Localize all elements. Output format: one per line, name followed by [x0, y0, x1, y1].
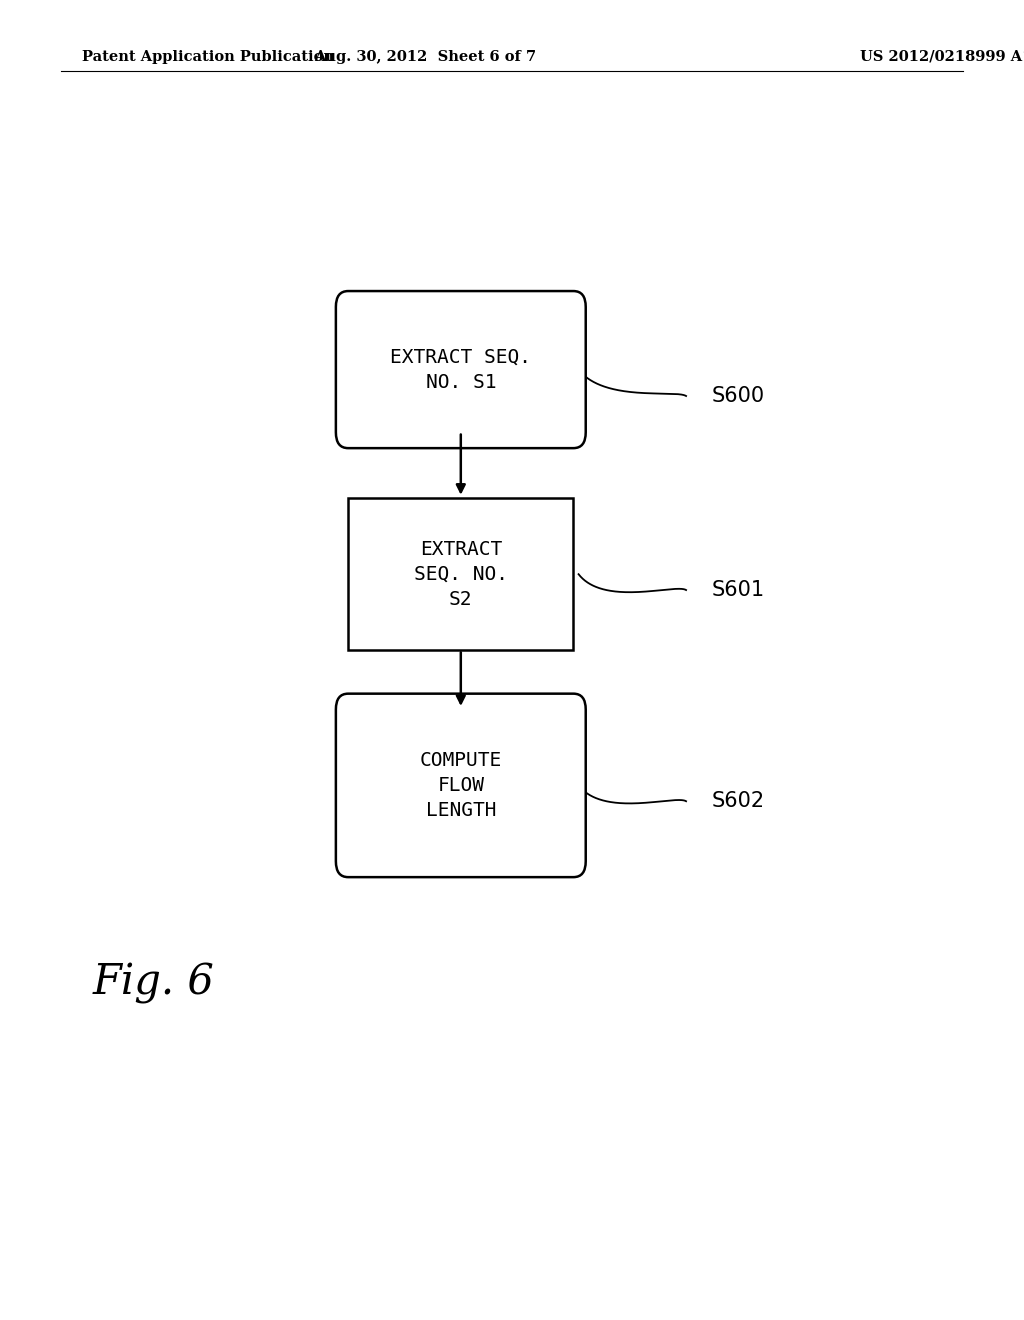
Text: US 2012/0218999 A1: US 2012/0218999 A1	[860, 50, 1024, 63]
FancyBboxPatch shape	[336, 694, 586, 876]
Text: S602: S602	[712, 791, 765, 812]
Text: COMPUTE
FLOW
LENGTH: COMPUTE FLOW LENGTH	[420, 751, 502, 820]
Text: S601: S601	[712, 579, 765, 601]
Text: Fig. 6: Fig. 6	[92, 962, 214, 1005]
Text: Patent Application Publication: Patent Application Publication	[82, 50, 334, 63]
Bar	[348, 499, 573, 651]
Text: EXTRACT SEQ.
NO. S1: EXTRACT SEQ. NO. S1	[390, 347, 531, 392]
Text: S600: S600	[712, 385, 765, 407]
Text: Aug. 30, 2012  Sheet 6 of 7: Aug. 30, 2012 Sheet 6 of 7	[314, 50, 536, 63]
FancyBboxPatch shape	[336, 290, 586, 449]
Text: EXTRACT
SEQ. NO.
S2: EXTRACT SEQ. NO. S2	[414, 540, 508, 609]
